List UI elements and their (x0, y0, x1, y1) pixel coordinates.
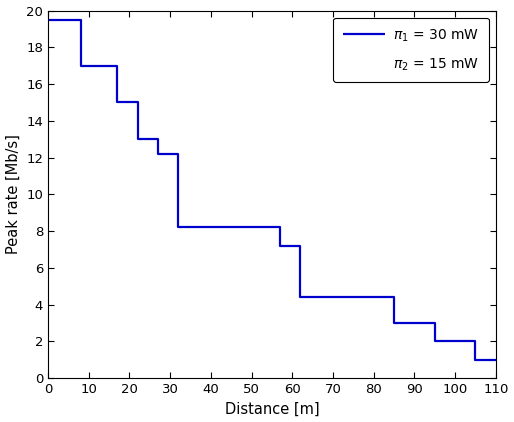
$\pi_2$ = 15 mW (330, 370, 336, 375)
$\pi_2$ = 15 mW (61, 17, 67, 22)
$\pi_1$ = 30 mW (155, 137, 161, 142)
$\pi_2$ = 15 mW (216, 295, 222, 300)
$\pi_2$ = 15 mW (248, 324, 254, 329)
$\pi_2$ = 15 mW (216, 298, 222, 303)
$\pi_2$ = 15 mW (159, 243, 165, 248)
$\pi_1$ = 30 mW (135, 137, 141, 142)
$\pi_2$ = 15 mW (314, 357, 320, 362)
$\pi_2$ = 15 mW (171, 251, 177, 256)
$\pi_2$ = 15 mW (281, 350, 287, 355)
$\pi_2$ = 15 mW (248, 319, 254, 324)
$\pi_2$ = 15 mW (330, 365, 336, 370)
$\pi_1$ = 30 mW (391, 295, 397, 300)
Y-axis label: Peak rate [Mb/s]: Peak rate [Mb/s] (6, 134, 21, 254)
$\pi_1$ = 30 mW (472, 357, 479, 362)
$\pi_1$ = 30 mW (277, 225, 283, 230)
$\pi_2$ = 15 mW (159, 225, 165, 230)
$\pi_1$ = 30 mW (493, 357, 499, 362)
$\pi_2$ = 15 mW (265, 324, 271, 329)
$\pi_2$ = 15 mW (61, 35, 67, 41)
$\pi_2$ = 15 mW (346, 370, 352, 375)
$\pi_2$ = 15 mW (142, 221, 149, 226)
$\pi_2$ = 15 mW (188, 251, 194, 256)
$\pi_1$ = 30 mW (432, 339, 438, 344)
$\pi_1$ = 30 mW (297, 295, 303, 300)
$\pi_2$ = 15 mW (102, 140, 108, 145)
X-axis label: Distance [m]: Distance [m] (225, 401, 319, 417)
$\pi_2$ = 15 mW (86, 80, 92, 85)
$\pi_2$ = 15 mW (142, 225, 149, 230)
$\pi_1$ = 30 mW (135, 100, 141, 105)
$\pi_1$ = 30 mW (175, 151, 181, 157)
$\pi_2$ = 15 mW (281, 339, 287, 344)
$\pi_1$ = 30 mW (114, 63, 120, 68)
$\pi_2$ = 15 mW (45, 17, 51, 22)
$\pi_1$ = 30 mW (45, 17, 51, 22)
$\pi_1$ = 30 mW (432, 320, 438, 325)
$\pi_1$ = 30 mW (175, 225, 181, 230)
$\pi_2$ = 15 mW (358, 376, 364, 381)
$\pi_2$ = 15 mW (131, 203, 137, 208)
$\pi_1$ = 30 mW (114, 100, 120, 105)
$\pi_2$ = 15 mW (74, 80, 80, 85)
$\pi_2$ = 15 mW (314, 365, 320, 370)
$\pi_2$ = 15 mW (74, 35, 80, 41)
$\pi_1$ = 30 mW (391, 320, 397, 325)
$\pi_2$ = 15 mW (131, 221, 137, 226)
$\pi_2$ = 15 mW (232, 298, 238, 303)
$\pi_1$ = 30 mW (78, 17, 84, 22)
Line: $\pi_1$ = 30 mW: $\pi_1$ = 30 mW (48, 20, 496, 360)
$\pi_2$ = 15 mW (86, 135, 92, 140)
$\pi_1$ = 30 mW (155, 151, 161, 157)
$\pi_2$ = 15 mW (346, 376, 352, 381)
$\pi_2$ = 15 mW (232, 319, 238, 324)
$\pi_2$ = 15 mW (297, 357, 303, 362)
$\pi_2$ = 15 mW (265, 339, 271, 344)
$\pi_1$ = 30 mW (277, 243, 283, 248)
$\pi_2$ = 15 mW (199, 285, 206, 290)
Legend: $\pi_1$ = 30 mW, $\pi_2$ = 15 mW: $\pi_1$ = 30 mW, $\pi_2$ = 15 mW (333, 17, 489, 82)
$\pi_2$ = 15 mW (171, 243, 177, 248)
$\pi_2$ = 15 mW (114, 203, 120, 208)
$\pi_1$ = 30 mW (78, 63, 84, 68)
$\pi_2$ = 15 mW (102, 135, 108, 140)
$\pi_2$ = 15 mW (199, 295, 206, 300)
$\pi_2$ = 15 mW (297, 350, 303, 355)
$\pi_1$ = 30 mW (297, 243, 303, 248)
$\pi_1$ = 30 mW (472, 339, 479, 344)
Line: $\pi_2$ = 15 mW: $\pi_2$ = 15 mW (48, 20, 361, 378)
$\pi_2$ = 15 mW (188, 285, 194, 290)
$\pi_2$ = 15 mW (114, 140, 120, 145)
